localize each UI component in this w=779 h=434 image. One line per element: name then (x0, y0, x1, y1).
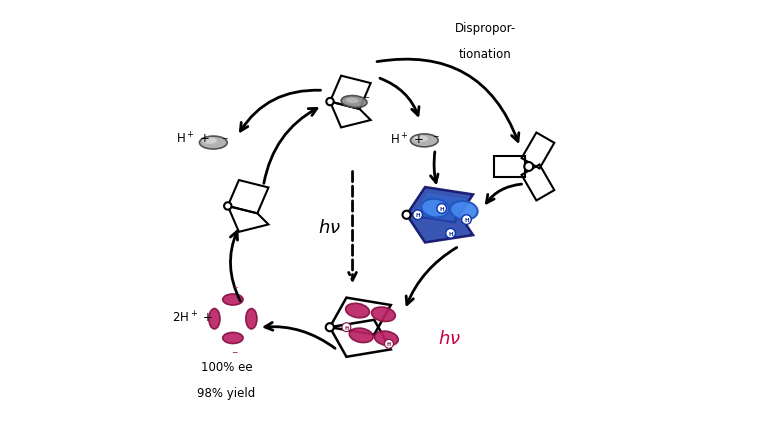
Ellipse shape (413, 136, 428, 142)
Circle shape (326, 323, 334, 332)
FancyArrowPatch shape (264, 109, 317, 184)
FancyArrowPatch shape (431, 152, 438, 183)
Text: tionation: tionation (459, 48, 512, 61)
Circle shape (462, 215, 471, 225)
Text: 100% ee: 100% ee (200, 360, 252, 373)
Circle shape (446, 229, 456, 239)
Polygon shape (407, 208, 473, 243)
Text: $h\nu$: $h\nu$ (319, 219, 341, 237)
Polygon shape (414, 193, 467, 221)
Text: 2H$^+$ +: 2H$^+$ + (172, 310, 213, 326)
Ellipse shape (372, 307, 395, 322)
Circle shape (342, 323, 351, 332)
Text: −: − (221, 134, 227, 143)
Ellipse shape (209, 309, 220, 329)
Text: −: − (231, 347, 238, 356)
Ellipse shape (375, 331, 398, 346)
FancyArrowPatch shape (406, 248, 456, 305)
FancyArrowPatch shape (241, 91, 321, 132)
Text: H: H (415, 213, 420, 218)
Text: −: − (231, 283, 238, 291)
Text: Dispropor-: Dispropor- (455, 22, 516, 35)
Circle shape (403, 211, 411, 219)
Ellipse shape (223, 294, 243, 306)
Circle shape (437, 204, 446, 214)
Ellipse shape (421, 199, 449, 218)
FancyArrowPatch shape (265, 323, 335, 349)
Text: $h\nu$: $h\nu$ (439, 329, 461, 348)
Circle shape (385, 340, 393, 349)
FancyArrowPatch shape (380, 79, 419, 116)
Text: −: − (432, 132, 439, 141)
Text: H: H (387, 342, 391, 346)
Ellipse shape (450, 201, 478, 220)
Text: 98% yield: 98% yield (197, 386, 256, 399)
Ellipse shape (349, 329, 373, 343)
Ellipse shape (346, 99, 358, 104)
Text: H: H (464, 217, 469, 223)
Circle shape (524, 163, 533, 171)
Text: H$^+$ +: H$^+$ + (390, 132, 423, 148)
FancyArrowPatch shape (231, 232, 240, 301)
Circle shape (326, 99, 333, 106)
Ellipse shape (203, 138, 217, 145)
Ellipse shape (223, 332, 243, 344)
Circle shape (224, 203, 231, 210)
Ellipse shape (341, 96, 367, 108)
Polygon shape (407, 187, 473, 223)
Text: H: H (344, 325, 348, 330)
Text: H: H (448, 231, 453, 236)
Text: −: − (363, 95, 368, 101)
Ellipse shape (346, 304, 369, 318)
Ellipse shape (411, 135, 438, 148)
FancyArrowPatch shape (486, 185, 522, 204)
Text: H: H (439, 207, 444, 211)
Ellipse shape (199, 137, 227, 150)
Text: H$^+$ +: H$^+$ + (176, 131, 210, 147)
Ellipse shape (246, 309, 257, 329)
Circle shape (413, 210, 422, 220)
FancyArrowPatch shape (377, 60, 519, 142)
